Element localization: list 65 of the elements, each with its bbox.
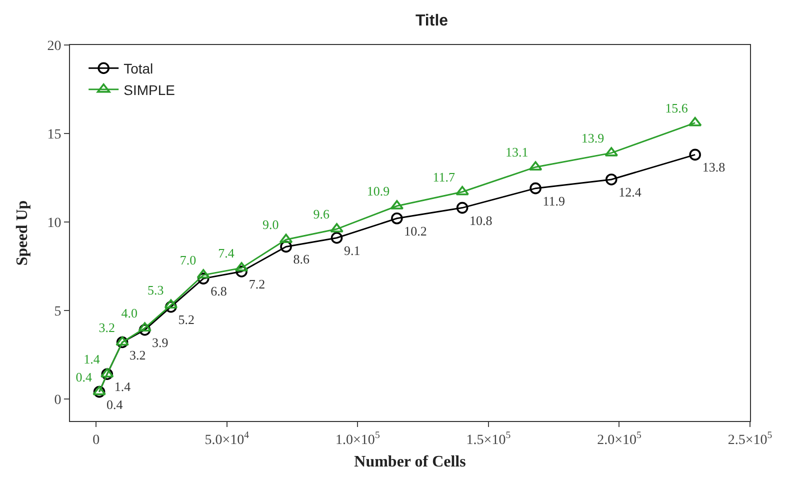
x-tick-label: 1.5×10$^{5}$	[466, 430, 511, 448]
data-label: 10.9	[366, 184, 390, 199]
point	[456, 186, 469, 196]
data-label: 3.9	[152, 334, 168, 350]
data-label: 5.3	[147, 282, 164, 298]
data-label: 9.1	[344, 242, 360, 258]
data-label: 4.0	[121, 306, 138, 321]
data-label: 15.6	[665, 100, 688, 116]
point	[391, 212, 403, 224]
data-label: 13.9	[581, 130, 604, 146]
point	[101, 368, 114, 380]
x-tick-label: 1.0×10$^{5}$	[336, 430, 380, 448]
point	[116, 336, 128, 348]
point	[92, 386, 106, 396]
data-label: 1.4	[114, 379, 132, 394]
chart-title: Title	[415, 12, 448, 30]
data-label: 5.2	[178, 312, 194, 327]
point	[689, 148, 701, 161]
data-label: 6.8	[210, 284, 227, 299]
data-label: 3.2	[98, 320, 116, 335]
x-tick-label: 0	[92, 432, 100, 448]
data-label: 0.4	[106, 396, 124, 412]
y-tick-label: 0	[54, 392, 62, 408]
point	[93, 386, 106, 398]
data-label: 10.8	[470, 212, 492, 228]
data-label: 7.0	[180, 252, 196, 268]
point	[138, 322, 152, 332]
data-label: 8.6	[293, 252, 310, 267]
point	[605, 174, 618, 186]
point	[688, 116, 702, 126]
data-label: 13.8	[702, 160, 726, 175]
point	[330, 223, 344, 232]
point	[236, 266, 248, 278]
legend-label: SIMPLE	[124, 82, 175, 98]
data-label: 12.4	[618, 184, 642, 200]
data-label: 7.4	[218, 245, 235, 260]
data-label: 10.2	[404, 223, 427, 238]
y-axis-title: Speed Up	[14, 200, 32, 266]
point	[138, 324, 151, 336]
point	[330, 232, 343, 244]
point	[279, 234, 293, 244]
x-tick-label: 2.0×10$^{5}$	[597, 430, 642, 448]
point	[456, 202, 468, 214]
y-tick-label: 20	[47, 38, 62, 54]
data-label: 13.1	[506, 144, 528, 160]
point	[116, 336, 129, 346]
x-axis-title: Number of Cells	[354, 454, 466, 470]
legend-label: Total	[124, 60, 154, 77]
x-tick-label: 2.5×10$^{5}$	[728, 430, 772, 448]
y-tick-label: 10	[47, 216, 62, 231]
point	[530, 182, 542, 194]
data-label: 11.9	[542, 193, 566, 208]
point	[280, 240, 292, 253]
data-label: 11.7	[432, 169, 456, 184]
point	[165, 300, 177, 313]
y-tick-label: 5	[54, 304, 62, 320]
data-label: 7.2	[248, 276, 266, 292]
point	[197, 272, 210, 284]
data-label: 9.0	[262, 217, 279, 232]
y-tick-label: 15	[47, 127, 62, 142]
data-label: 9.6	[313, 206, 330, 222]
data-label: 3.2	[130, 347, 146, 362]
data-label: 1.4	[84, 352, 100, 367]
x-tick-label: 5.0×10$^{4}$	[204, 430, 250, 448]
data-label: 0.4	[76, 369, 93, 384]
